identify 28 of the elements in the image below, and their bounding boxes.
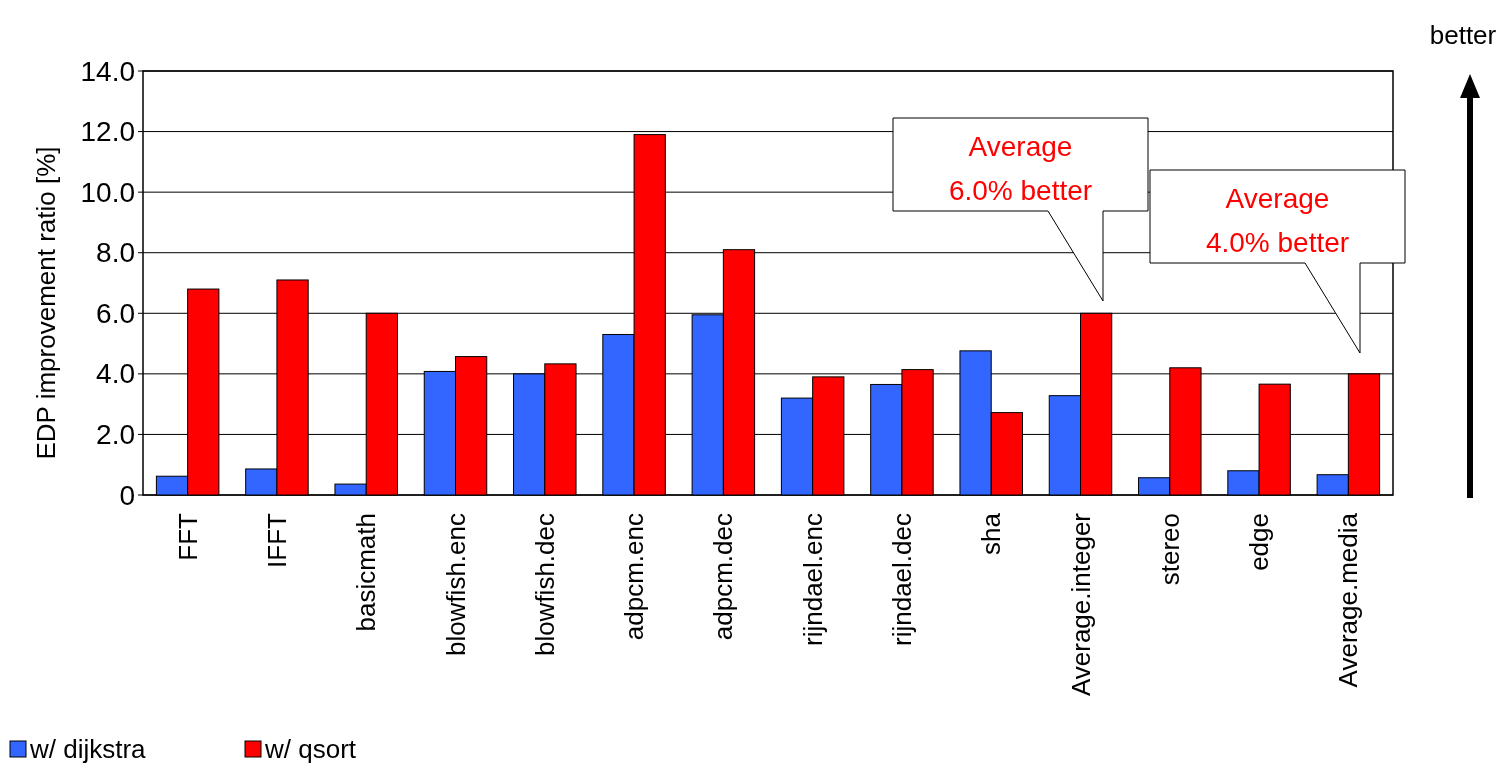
y-tick-label: 10.0 bbox=[80, 176, 135, 208]
x-tick-label: blowfish.dec bbox=[529, 513, 560, 657]
x-tick-label: basicmath bbox=[351, 513, 382, 632]
x-tick-label: adpcm.dec bbox=[708, 513, 739, 641]
text: better bbox=[1429, 20, 1497, 50]
x-tick-label: FFT bbox=[172, 512, 203, 561]
x-tick-label: Average.media bbox=[1333, 512, 1364, 688]
x-tick-label: IFFT bbox=[261, 512, 292, 568]
y-axis-title: EDP improvement ratio [%] bbox=[31, 146, 61, 460]
x-tick-label: sha bbox=[976, 512, 1007, 555]
x-tick-label: adpcm.enc bbox=[619, 513, 650, 641]
y-tick-label: 8.0 bbox=[96, 237, 135, 269]
y-tick-label: 2.0 bbox=[96, 418, 135, 450]
y-tick-label: 14.0 bbox=[80, 55, 135, 87]
annotation: Average 4.0% better bbox=[1205, 182, 1350, 258]
x-tick-label: rijndael.enc bbox=[797, 513, 828, 646]
legend-label: w/ dijkstra bbox=[29, 734, 147, 764]
x-tick-label: edge bbox=[1244, 513, 1275, 571]
x-tick-label: Average.integer bbox=[1065, 512, 1096, 697]
y-tick-label: 0 bbox=[119, 479, 135, 511]
y-tick-label: 4.0 bbox=[96, 358, 135, 390]
x-tick-label: blowfish.enc bbox=[440, 513, 471, 657]
legend-label: w/ qsort bbox=[264, 734, 357, 764]
y-tick-label: 12.0 bbox=[80, 116, 135, 148]
y-tick-label: 6.0 bbox=[96, 297, 135, 329]
x-tick-label: rijndael.dec bbox=[886, 513, 917, 646]
x-tick-label: stereo bbox=[1154, 513, 1185, 586]
annotation: Average 6.0% better bbox=[948, 130, 1093, 206]
